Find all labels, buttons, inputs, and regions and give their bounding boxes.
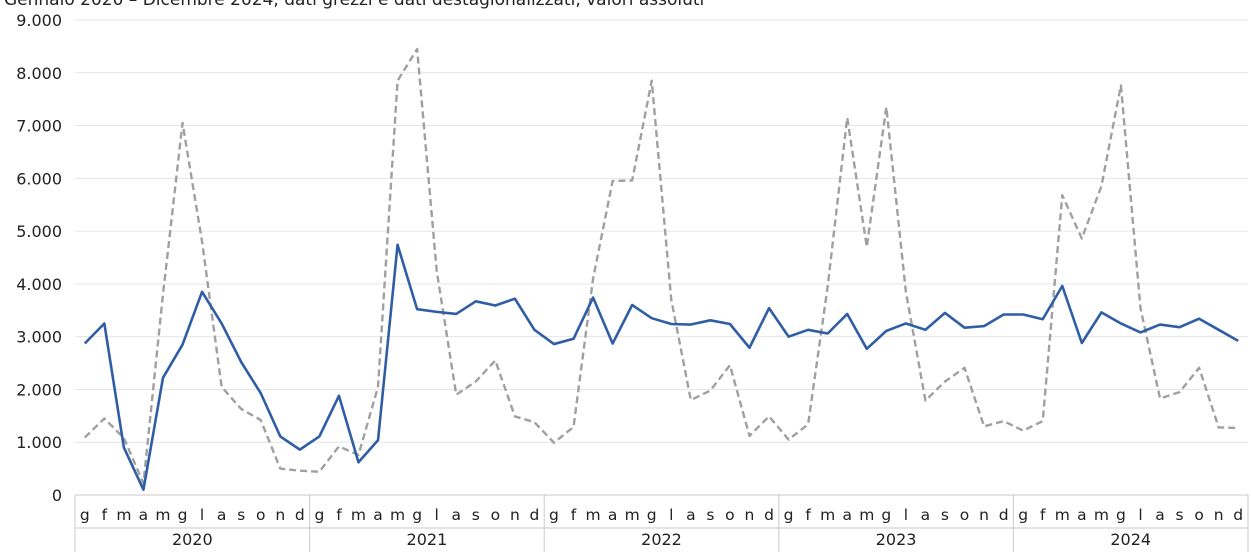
x-tick-label: a xyxy=(1155,506,1165,524)
x-tick-label: m xyxy=(1055,506,1070,524)
x-tick-label: g xyxy=(1116,506,1126,524)
x-tick-label: g xyxy=(647,506,657,524)
x-tick-label: a xyxy=(842,506,852,524)
y-tick-label: 8.000 xyxy=(16,64,62,83)
x-tick-label: s xyxy=(1176,506,1184,524)
y-tick-label: 9.000 xyxy=(16,11,62,30)
y-tick-label: 1.000 xyxy=(16,433,62,452)
x-tick-label: l xyxy=(1138,506,1142,524)
x-tick-label: g xyxy=(412,506,422,524)
chart-subtitle: Gennaio 2020 – Dicembre 2024, dati grezz… xyxy=(4,0,705,10)
y-tick-label: 4.000 xyxy=(16,275,62,294)
x-tick-label: m xyxy=(116,506,131,524)
x-tick-label: s xyxy=(706,506,714,524)
y-tick-label: 5.000 xyxy=(16,222,62,241)
x-tick-label: n xyxy=(1214,506,1224,524)
x-tick-label: a xyxy=(139,506,149,524)
x-tick-label: l xyxy=(669,506,673,524)
x-tick-label: m xyxy=(625,506,640,524)
x-tick-label: f xyxy=(102,506,108,524)
y-tick-label: 6.000 xyxy=(16,169,62,188)
x-tick-label: a xyxy=(921,506,931,524)
x-tick-label: a xyxy=(686,506,696,524)
x-tick-label: o xyxy=(256,506,265,524)
series-line-seasonally-adjusted xyxy=(83,243,1239,492)
y-tick-label: 0 xyxy=(52,486,62,505)
y-tick-label: 2.000 xyxy=(16,380,62,399)
x-tick-label: a xyxy=(373,506,383,524)
year-label: 2024 xyxy=(1110,530,1151,549)
x-tick-label: a xyxy=(608,506,618,524)
x-tick-label: f xyxy=(1040,506,1046,524)
x-tick-label: o xyxy=(1194,506,1203,524)
x-tick-label: m xyxy=(390,506,405,524)
x-tick-label: g xyxy=(549,506,559,524)
x-tick-label: o xyxy=(491,506,500,524)
x-tick-label: o xyxy=(725,506,734,524)
x-tick-label: l xyxy=(435,506,439,524)
x-tick-label: o xyxy=(960,506,969,524)
x-tick-label: n xyxy=(745,506,755,524)
x-tick-label: n xyxy=(275,506,285,524)
x-tick-label: g xyxy=(784,506,794,524)
x-tick-label: d xyxy=(1233,506,1243,524)
x-tick-label: a xyxy=(1077,506,1087,524)
x-tick-label: a xyxy=(217,506,227,524)
x-tick-label: g xyxy=(80,506,90,524)
x-tick-label: g xyxy=(314,506,324,524)
x-tick-label: s xyxy=(237,506,245,524)
x-tick-label: d xyxy=(764,506,774,524)
x-tick-label: d xyxy=(999,506,1009,524)
x-tick-label: d xyxy=(295,506,305,524)
series-line-raw xyxy=(83,47,1239,485)
x-tick-label: m xyxy=(1094,506,1109,524)
year-label: 2023 xyxy=(876,530,917,549)
x-tick-label: d xyxy=(530,506,540,524)
x-tick-label: s xyxy=(941,506,949,524)
x-tick-label: m xyxy=(155,506,170,524)
x-tick-label: m xyxy=(351,506,366,524)
year-label: 2022 xyxy=(641,530,682,549)
x-tick-label: n xyxy=(510,506,520,524)
y-tick-label: 3.000 xyxy=(16,328,62,347)
y-tick-label: 7.000 xyxy=(16,117,62,136)
x-tick-label: g xyxy=(178,506,188,524)
x-tick-label: s xyxy=(472,506,480,524)
x-tick-label: g xyxy=(1018,506,1028,524)
x-tick-label: m xyxy=(859,506,874,524)
year-label: 2021 xyxy=(407,530,448,549)
x-tick-label: m xyxy=(820,506,835,524)
x-tick-label: m xyxy=(586,506,601,524)
x-tick-label: f xyxy=(571,506,577,524)
year-label: 2020 xyxy=(172,530,213,549)
x-tick-label: l xyxy=(200,506,204,524)
x-tick-label: f xyxy=(805,506,811,524)
x-tick-label: g xyxy=(881,506,891,524)
x-tick-label: a xyxy=(451,506,461,524)
x-tick-label: f xyxy=(336,506,342,524)
x-tick-label: l xyxy=(904,506,908,524)
x-tick-label: n xyxy=(979,506,989,524)
